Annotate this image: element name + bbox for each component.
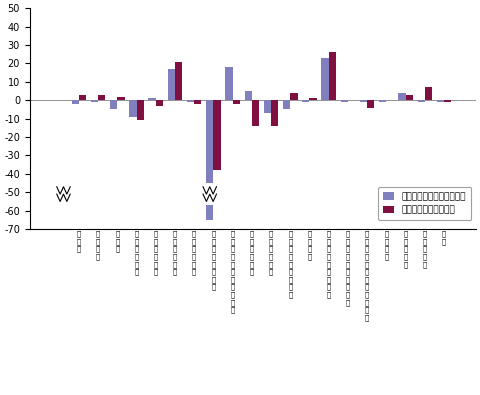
Bar	[290, 93, 298, 100]
Bar	[360, 100, 367, 102]
Bar	[136, 100, 144, 120]
Bar	[194, 100, 202, 104]
Bar	[50, 183, 67, 205]
Bar	[156, 100, 163, 106]
Bar	[444, 100, 451, 102]
Bar	[398, 93, 406, 100]
Bar	[175, 62, 182, 100]
Legend: 前期比（季節調整済指数）, 前年同期比（原指数）: 前期比（季節調整済指数）, 前年同期比（原指数）	[378, 187, 471, 220]
Bar	[329, 53, 336, 100]
Bar	[117, 96, 125, 100]
Bar	[233, 100, 240, 104]
Bar	[225, 67, 233, 100]
Bar	[214, 100, 221, 170]
Bar	[418, 100, 425, 102]
Bar	[206, 100, 214, 183]
Bar	[72, 100, 79, 104]
Bar	[406, 95, 413, 100]
Bar	[302, 100, 310, 102]
Bar	[252, 100, 259, 126]
Bar	[67, 183, 456, 205]
Bar	[322, 58, 329, 100]
Bar	[341, 100, 348, 102]
Bar	[283, 100, 290, 109]
Bar	[425, 87, 432, 100]
Bar	[98, 95, 106, 100]
Bar	[264, 100, 271, 113]
Bar	[310, 98, 317, 100]
Bar	[129, 100, 136, 117]
Bar	[379, 100, 386, 102]
Bar	[91, 100, 98, 102]
Bar	[244, 91, 252, 100]
Bar	[187, 100, 194, 102]
Bar	[206, 205, 214, 220]
Bar	[271, 100, 278, 126]
Bar	[168, 69, 175, 100]
Bar	[437, 100, 444, 102]
Bar	[110, 100, 117, 109]
Bar	[79, 95, 86, 100]
Bar	[367, 100, 374, 107]
Bar	[148, 98, 156, 100]
